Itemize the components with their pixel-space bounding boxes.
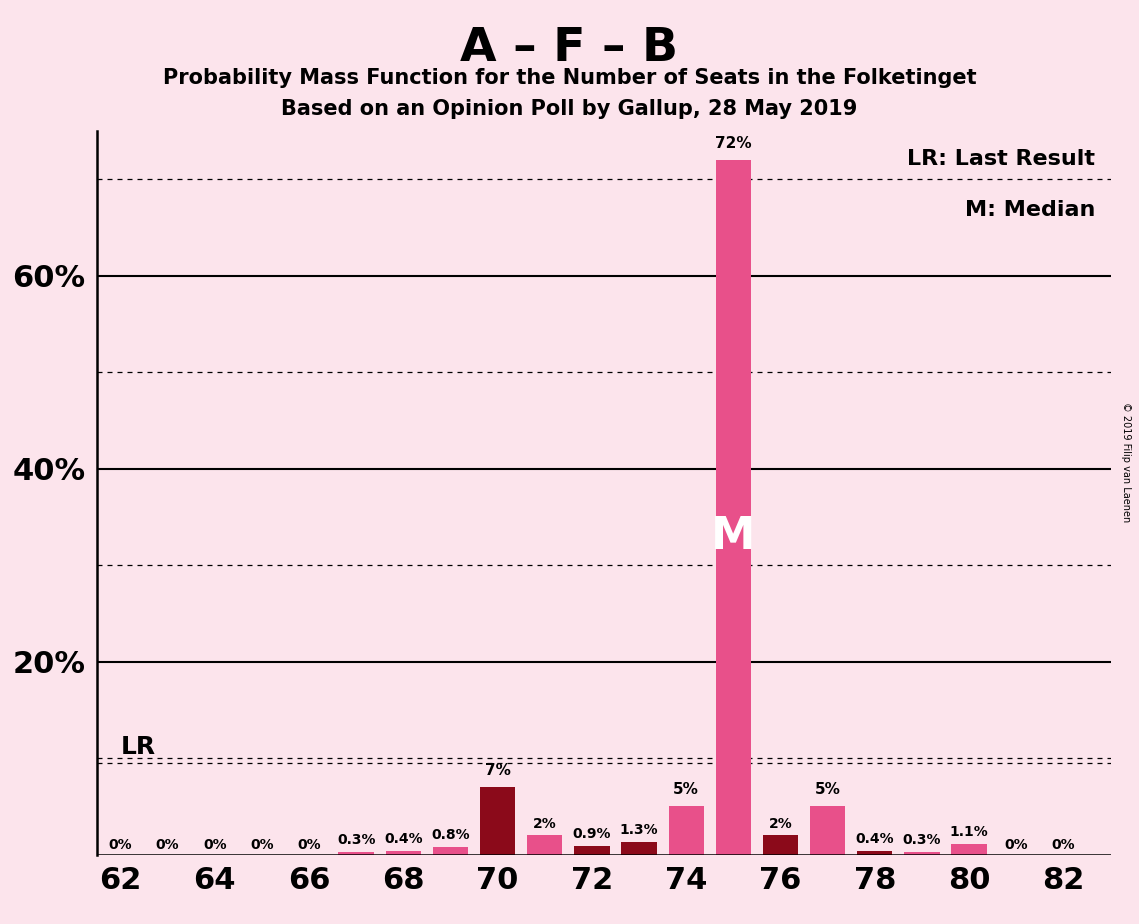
Text: Probability Mass Function for the Number of Seats in the Folketinget: Probability Mass Function for the Number… — [163, 68, 976, 89]
Bar — [622, 842, 657, 855]
Text: A – F – B: A – F – B — [460, 26, 679, 71]
Text: 0.8%: 0.8% — [432, 828, 469, 842]
Text: M: Median: M: Median — [965, 200, 1096, 220]
Text: 2%: 2% — [769, 817, 793, 831]
Text: 7%: 7% — [485, 762, 510, 777]
Text: 0.3%: 0.3% — [337, 833, 376, 847]
Text: LR: LR — [121, 736, 156, 760]
Bar — [574, 846, 609, 855]
Bar — [480, 787, 515, 855]
Text: M: M — [711, 515, 755, 558]
Bar — [715, 160, 751, 855]
Text: 0.4%: 0.4% — [855, 832, 894, 846]
Text: 5%: 5% — [673, 782, 699, 796]
Bar — [338, 852, 374, 855]
Bar — [433, 847, 468, 855]
Text: 0%: 0% — [1005, 838, 1029, 852]
Bar — [527, 835, 563, 855]
Bar — [810, 807, 845, 855]
Text: 0%: 0% — [1051, 838, 1075, 852]
Text: 1.3%: 1.3% — [620, 823, 658, 837]
Bar — [386, 851, 421, 855]
Text: 0.3%: 0.3% — [903, 833, 941, 847]
Text: 0%: 0% — [156, 838, 179, 852]
Bar — [904, 852, 940, 855]
Text: 0%: 0% — [203, 838, 227, 852]
Text: 72%: 72% — [715, 136, 752, 151]
Text: 0.4%: 0.4% — [384, 832, 423, 846]
Text: © 2019 Filip van Laenen: © 2019 Filip van Laenen — [1121, 402, 1131, 522]
Text: 0%: 0% — [297, 838, 321, 852]
Bar — [858, 851, 893, 855]
Bar — [951, 845, 986, 855]
Text: 2%: 2% — [533, 817, 557, 831]
Bar — [763, 835, 798, 855]
Text: 0%: 0% — [251, 838, 273, 852]
Text: Based on an Opinion Poll by Gallup, 28 May 2019: Based on an Opinion Poll by Gallup, 28 M… — [281, 99, 858, 119]
Text: 1.1%: 1.1% — [950, 825, 989, 839]
Bar — [669, 807, 704, 855]
Text: LR: Last Result: LR: Last Result — [908, 150, 1096, 169]
Text: 5%: 5% — [814, 782, 841, 796]
Text: 0.9%: 0.9% — [573, 827, 612, 841]
Text: 0%: 0% — [108, 838, 132, 852]
